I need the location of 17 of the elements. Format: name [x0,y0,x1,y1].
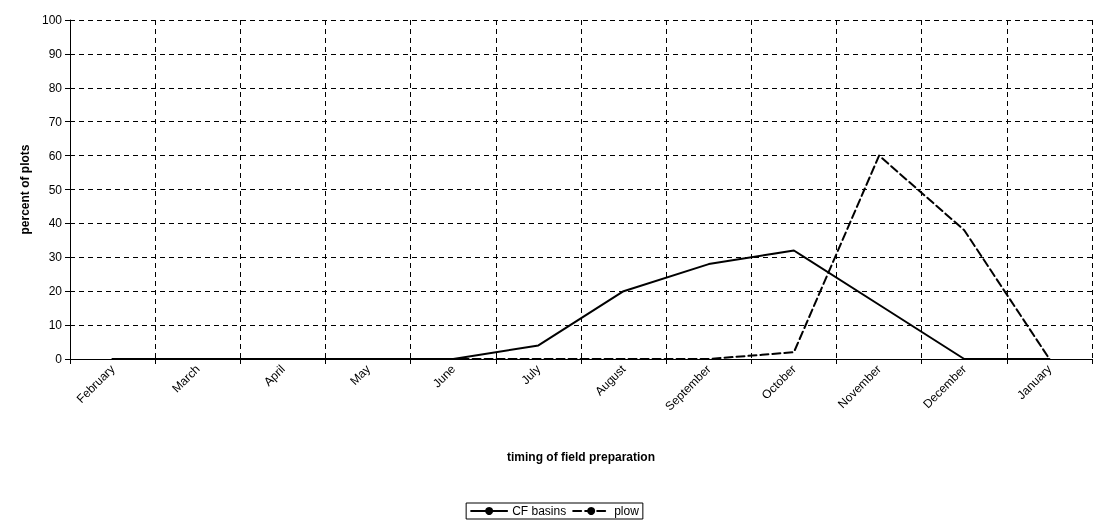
y-tick-label: 40 [48,216,63,231]
y-tick-label: 60 [48,148,63,163]
x-axis-title: timing of field preparation [506,450,656,464]
y-tick-label: 90 [48,46,63,61]
x-tick-label: May [347,362,374,388]
y-tick-label: 30 [48,250,63,265]
y-tick-label: 70 [48,114,63,129]
y-tick-label: 0 [55,352,63,366]
x-tick-label: July [518,362,544,388]
legend-label: CF basins [512,504,567,518]
y-tick-label: 100 [41,13,63,27]
y-tick-label: 10 [48,318,63,333]
y-tick-label: 80 [48,80,63,95]
legend-label: plow [614,504,640,518]
y-tick-label: 50 [48,182,63,197]
y-tick-label: 20 [48,284,63,299]
y-axis-title: percent of plots [18,144,33,235]
